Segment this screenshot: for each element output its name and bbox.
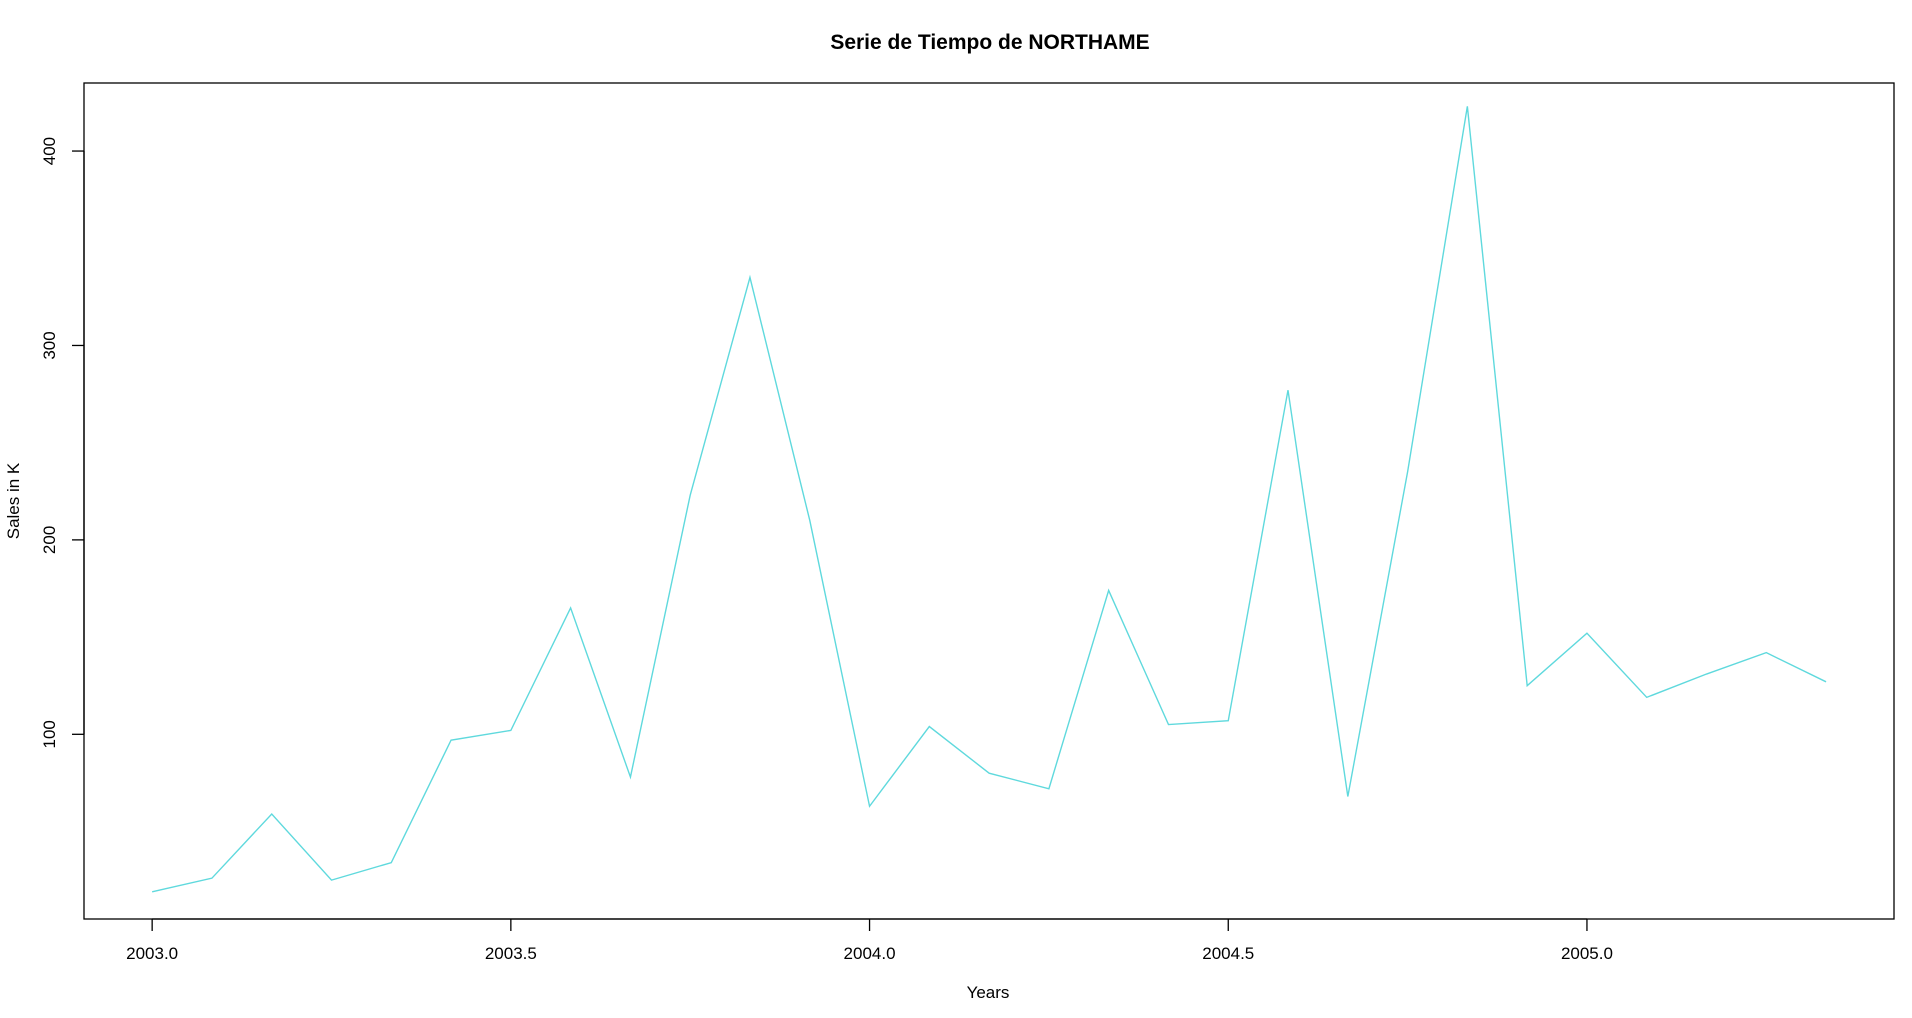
y-tick-label: 100 bbox=[40, 720, 59, 748]
x-tick-label: 2004.5 bbox=[1202, 944, 1254, 963]
x-tick-label: 2005.0 bbox=[1561, 944, 1613, 963]
y-axis-label: Sales in K bbox=[4, 462, 23, 539]
x-tick-label: 2004.0 bbox=[844, 944, 896, 963]
chart-title: Serie de Tiempo de NORTHAME bbox=[830, 31, 1149, 54]
x-axis-label: Years bbox=[967, 983, 1010, 1002]
y-tick-label: 200 bbox=[40, 526, 59, 554]
y-tick-label: 400 bbox=[40, 137, 59, 165]
x-tick-label: 2003.0 bbox=[126, 944, 178, 963]
x-tick-label: 2003.5 bbox=[485, 944, 537, 963]
y-tick-label: 300 bbox=[40, 331, 59, 359]
